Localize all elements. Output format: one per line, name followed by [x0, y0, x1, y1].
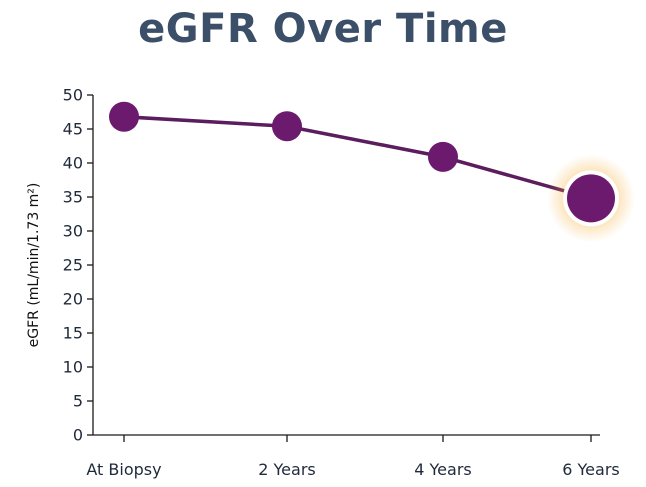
data-point-highlight [567, 174, 615, 223]
y-tick-label: 50 [63, 86, 83, 105]
y-tick-label: 10 [63, 358, 83, 377]
y-tick-label: 5 [73, 392, 83, 411]
y-tick-label: 40 [63, 154, 83, 173]
x-tick-label: 4 Years [414, 460, 471, 479]
y-tick-label: 20 [63, 290, 83, 309]
y-tick-label: 25 [63, 256, 83, 275]
x-tick-label: At Biopsy [86, 460, 161, 479]
series-line [123, 115, 592, 201]
x-tick-label: 6 Years [562, 460, 619, 479]
y-tick-label: 15 [63, 324, 83, 343]
y-axis-title: eGFR (mL/min/1.73 m²) [26, 183, 42, 348]
y-tick-label: 35 [63, 188, 83, 207]
y-tick-label: 30 [63, 222, 83, 241]
data-point [272, 111, 302, 142]
data-point [428, 141, 458, 172]
x-tick-label: 2 Years [258, 460, 315, 479]
chart-title: eGFR Over Time [138, 6, 508, 52]
y-tick-label: 45 [63, 120, 83, 139]
data-point [109, 101, 139, 132]
y-tick-label: 0 [73, 426, 83, 445]
